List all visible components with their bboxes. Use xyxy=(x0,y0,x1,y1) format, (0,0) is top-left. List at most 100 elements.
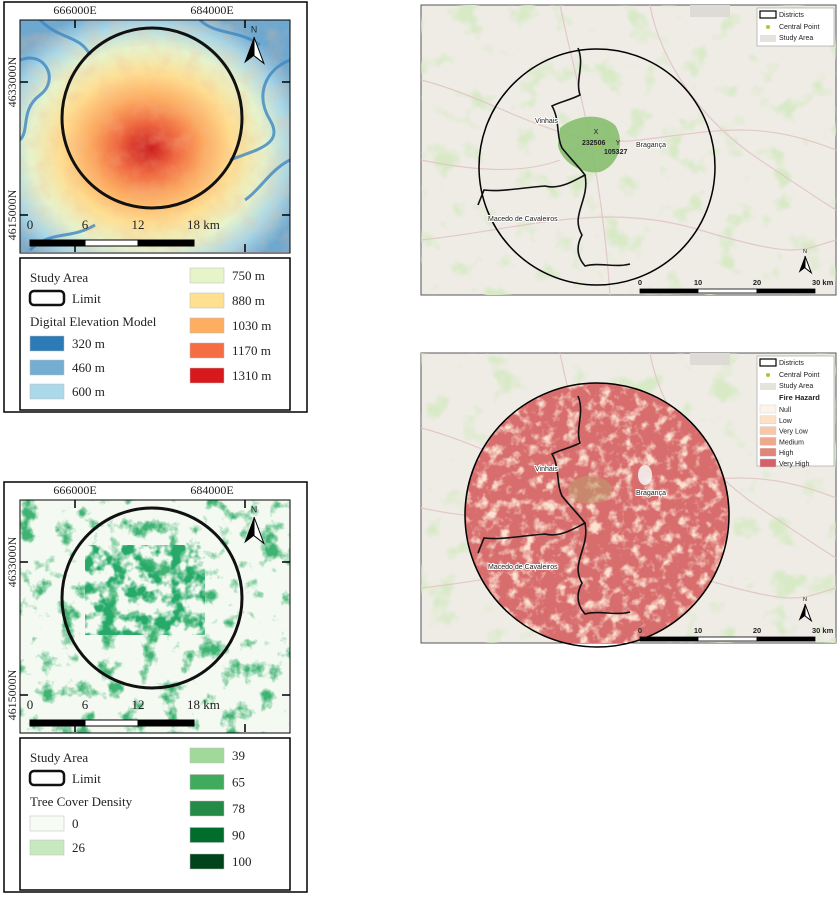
legend-swatch xyxy=(759,10,777,19)
legend-swatch xyxy=(29,335,65,352)
vegetation xyxy=(421,5,836,295)
scale-label: 0 xyxy=(27,697,34,712)
legend-swatch xyxy=(29,815,65,832)
legend-swatch xyxy=(29,359,65,376)
legend-label: Study Area xyxy=(779,35,813,42)
study-area-core xyxy=(568,476,612,504)
legend-label: 0 xyxy=(72,816,79,831)
legend-label: Central Point xyxy=(779,372,820,379)
coordinate-label: Y xyxy=(616,140,621,147)
legend-limit-swatch xyxy=(28,769,66,787)
urban-area xyxy=(690,5,730,17)
scale-bar xyxy=(137,239,195,247)
legend-label: Medium xyxy=(779,439,804,446)
legend-box xyxy=(19,257,291,411)
north-arrow xyxy=(244,37,254,64)
place-label: Vinhais xyxy=(535,118,558,125)
scale-label: 18 km xyxy=(187,217,220,232)
legend-label: 100 xyxy=(232,854,252,869)
scale-label: 0 xyxy=(638,626,642,635)
place-label: Macedo de Cavaleiros xyxy=(488,564,558,571)
y-coordinate: 4633000N xyxy=(5,56,19,107)
y-coordinate: 4615000N xyxy=(5,669,19,720)
urban-core xyxy=(638,465,652,485)
district-boundary xyxy=(477,395,631,615)
scale-bar xyxy=(756,288,816,294)
district-boundary xyxy=(477,47,631,267)
scale-label: 12 xyxy=(132,217,145,232)
legend-swatch xyxy=(29,383,65,400)
scale-label: 0 xyxy=(638,278,642,287)
tree-core xyxy=(85,545,205,635)
legend-label: 1310 m xyxy=(232,368,271,383)
legend-label: 65 xyxy=(232,775,245,790)
legend-swatch xyxy=(29,839,65,856)
study-area xyxy=(558,116,620,173)
north-arrow xyxy=(804,603,813,623)
scale-label: 18 km xyxy=(187,697,220,712)
map-frame xyxy=(19,499,291,734)
scale-bar xyxy=(639,288,699,294)
legend-swatch xyxy=(766,373,770,377)
legend-label: 1170 m xyxy=(232,343,271,358)
north-arrow xyxy=(253,36,265,65)
legend-limit-swatch xyxy=(28,289,66,307)
legend-layer: Fire Hazard xyxy=(779,393,820,402)
legend-label: Null xyxy=(779,407,792,414)
north-arrow xyxy=(244,517,254,544)
study-area-limit xyxy=(478,48,716,286)
study-area-limit xyxy=(464,382,730,648)
road xyxy=(649,5,836,211)
legend-swatch xyxy=(760,35,776,42)
legend-label: Districts xyxy=(779,12,804,19)
y-coordinate: 4633000N xyxy=(5,536,19,587)
legend-swatch xyxy=(189,267,225,284)
legend-swatch xyxy=(759,404,777,414)
coordinate-value: 232506 xyxy=(582,140,605,147)
river xyxy=(229,58,290,162)
scale-label: 20 xyxy=(753,626,761,635)
place-label: Macedo de Cavaleiros xyxy=(488,216,558,223)
road xyxy=(421,79,836,151)
place-label: Bragança xyxy=(636,490,666,497)
legend-swatch xyxy=(189,827,225,843)
scale-bar xyxy=(84,239,139,247)
legend-swatch xyxy=(189,292,225,309)
legend-label: 90 xyxy=(232,828,245,843)
legend-swatch xyxy=(759,426,777,435)
legend-swatch xyxy=(189,853,225,870)
river xyxy=(20,56,51,142)
north-label: N xyxy=(803,597,807,603)
legend-label: Study Area xyxy=(779,383,813,390)
place-label: Vinhais xyxy=(535,466,558,473)
legend-label: High xyxy=(779,450,794,457)
legend-swatch xyxy=(759,458,777,468)
map-area xyxy=(421,5,836,295)
scale-label: 10 xyxy=(694,626,702,635)
legend-swatch xyxy=(189,342,225,359)
scale-bar xyxy=(697,636,758,642)
legend-label: Very Low xyxy=(779,429,809,436)
legend-title: Study Area xyxy=(30,750,88,765)
north-label: N xyxy=(251,25,257,35)
legend-box xyxy=(19,737,291,891)
scale-label: 10 xyxy=(694,278,702,287)
scale-bar xyxy=(639,636,699,642)
legend-label: 26 xyxy=(72,840,86,855)
legend-layer: Tree Cover Density xyxy=(30,794,133,809)
x-coordinate: 684000E xyxy=(190,3,233,17)
north-arrow xyxy=(253,516,265,545)
legend-label: Very High xyxy=(779,461,809,468)
scale-label: 6 xyxy=(82,217,89,232)
legend-swatch xyxy=(189,367,225,384)
legend-swatch xyxy=(189,774,225,790)
legend-label: Low xyxy=(779,418,793,425)
legend-label: Central Point xyxy=(779,24,820,31)
fire-hazard-texture xyxy=(465,383,729,643)
central-point xyxy=(594,142,600,148)
north-arrow xyxy=(798,256,805,273)
scale-bar xyxy=(137,719,195,727)
scale-label: 30 km xyxy=(812,626,834,635)
legend-label: 320 m xyxy=(72,336,105,351)
scale-bar xyxy=(756,636,816,642)
